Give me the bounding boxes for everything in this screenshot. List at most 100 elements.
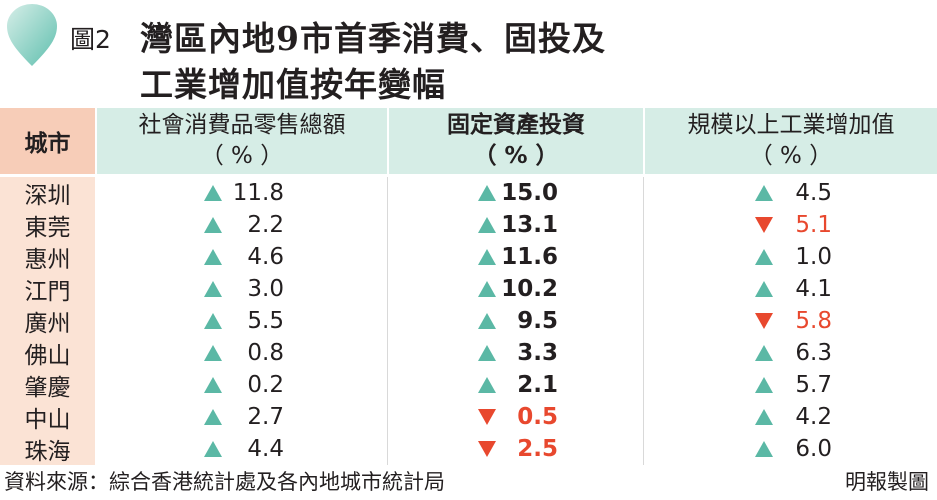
down-triangle-icon [755,313,773,329]
fixed-cell: 3.3 [0,337,937,369]
header-retail-unit: （ % ） [200,143,284,169]
industry-cell: 5.1 [0,209,937,241]
up-triangle-icon [478,217,496,233]
up-triangle-icon [755,281,773,297]
column-divider [643,433,644,465]
industry-value: 6.0 [795,436,832,462]
column-divider [387,369,388,401]
fixed-cell: 2.1 [0,369,937,401]
down-triangle-icon [478,441,496,457]
fixed-cell: 2.5 [0,433,937,465]
fixed-cell: 11.6 [0,241,937,273]
retail-cell: 11.8 [0,177,937,209]
teardrop-icon [7,4,57,67]
fixed-cell: 9.5 [0,305,937,337]
industry-value: 4.2 [795,404,832,430]
page-title: 灣區內地9市首季消費、固投及 [140,19,606,58]
fixed-value: 11.6 [501,244,558,270]
up-triangle-icon [204,409,222,425]
column-divider [643,305,644,337]
up-triangle-icon [204,249,222,265]
table-row: 中山 2.7 0.5 4.2 [0,401,937,433]
retail-value: 2.7 [247,404,284,430]
industry-cell: 6.3 [0,337,937,369]
industry-value: 5.8 [795,308,832,334]
retail-cell: 4.4 [0,433,937,465]
table-row: 東莞 2.2 13.1 5.1 [0,209,937,241]
retail-cell: 0.8 [0,337,937,369]
retail-value: 5.5 [247,308,284,334]
city-cell: 惠州 [0,241,95,273]
up-triangle-icon [478,281,496,297]
retail-value: 11.8 [232,180,284,206]
fixed-value: 13.1 [501,212,558,238]
industry-cell: 5.8 [0,305,937,337]
column-divider [643,273,644,305]
retail-cell: 2.7 [0,401,937,433]
fixed-value: 2.1 [517,372,558,398]
retail-cell: 3.0 [0,273,937,305]
up-triangle-icon [755,185,773,201]
table-row: 珠海 4.4 2.5 6.0 [0,433,937,465]
header-fixed-investment: 固定資產投資 （ % ） [389,108,643,174]
up-triangle-icon [478,249,496,265]
fixed-cell: 13.1 [0,209,937,241]
industry-value: 4.1 [795,276,832,302]
retail-cell: 2.2 [0,209,937,241]
industry-cell: 4.1 [0,273,937,305]
header-industry-label: 規模以上工業增加值 [687,112,895,138]
column-divider [387,401,388,433]
header-city: 城市 [0,108,95,174]
up-triangle-icon [478,185,496,201]
column-divider [643,369,644,401]
city-cell: 廣州 [0,305,95,337]
column-divider [387,337,388,369]
column-divider [387,177,388,209]
figure-label: 圖2 [70,25,111,54]
fixed-value: 2.5 [517,436,558,462]
industry-value: 5.7 [795,372,832,398]
fixed-value: 3.3 [517,340,558,366]
up-triangle-icon [204,313,222,329]
table-row: 肇慶 0.2 2.1 5.7 [0,369,937,401]
city-cell: 中山 [0,401,95,433]
city-cell: 江門 [0,273,95,305]
industry-value: 4.5 [795,180,832,206]
industry-value: 1.0 [795,244,832,270]
up-triangle-icon [204,217,222,233]
header-fixed-label: 固定資產投資 [447,112,585,138]
column-divider [643,337,644,369]
table-row: 廣州 5.5 9.5 5.8 [0,305,937,337]
fixed-value: 10.2 [501,276,558,302]
table-row: 佛山 0.8 3.3 6.3 [0,337,937,369]
column-divider [387,241,388,273]
header-retail-label: 社會消費品零售總額 [138,112,346,138]
fixed-cell: 15.0 [0,177,937,209]
up-triangle-icon [755,377,773,393]
column-divider [643,209,644,241]
industry-value: 5.1 [795,212,832,238]
header-retail: 社會消費品零售總額 （ % ） [97,108,387,174]
fixed-value: 15.0 [501,180,558,206]
industry-cell: 5.7 [0,369,937,401]
header-fixed-unit: （ % ） [473,143,559,169]
industry-cell: 6.0 [0,433,937,465]
table-row: 惠州 4.6 11.6 1.0 [0,241,937,273]
column-divider [643,177,644,209]
column-divider [643,401,644,433]
down-triangle-icon [755,217,773,233]
table-row: 江門 3.0 10.2 4.1 [0,273,937,305]
city-cell: 肇慶 [0,369,95,401]
retail-value: 4.4 [247,436,284,462]
source-note: 資料來源：綜合香港統計處及各內地城市統計局 [4,470,445,494]
credit: 明報製圖 [845,470,929,494]
up-triangle-icon [204,345,222,361]
retail-value: 0.2 [247,372,284,398]
column-divider [387,209,388,241]
fixed-value: 0.5 [517,404,558,430]
industry-cell: 4.5 [0,177,937,209]
fixed-cell: 10.2 [0,273,937,305]
fixed-value: 9.5 [517,308,558,334]
city-cell: 珠海 [0,433,95,465]
industry-cell: 4.2 [0,401,937,433]
